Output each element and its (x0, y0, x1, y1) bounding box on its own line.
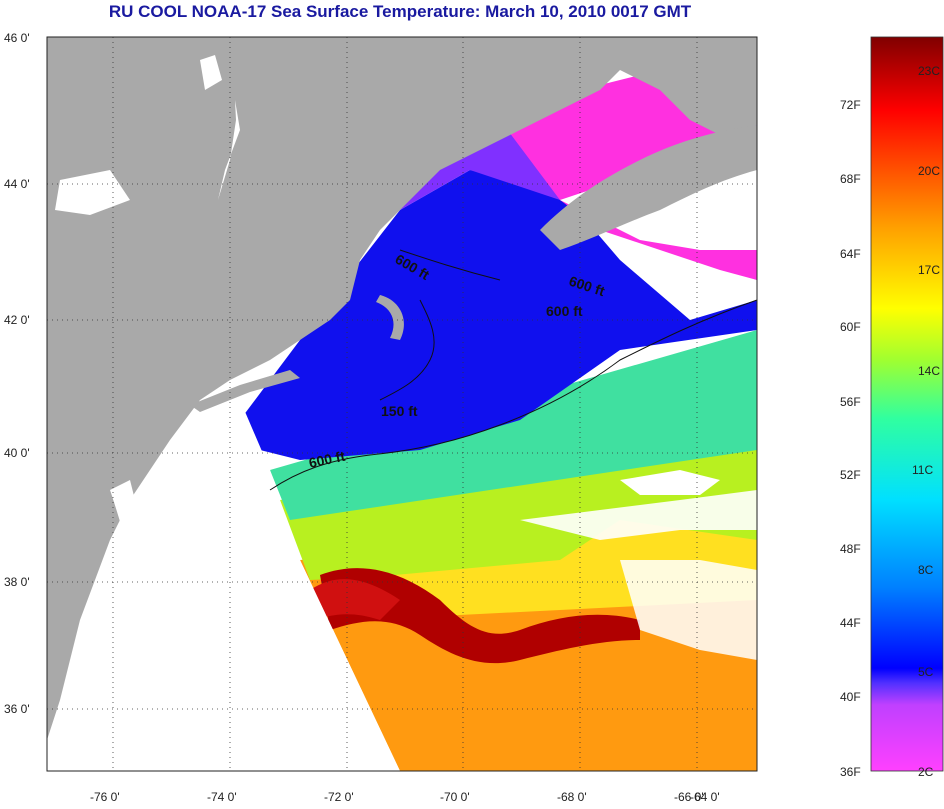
bathymetry-contours (269, 249, 758, 491)
celsius-label: 14C (918, 364, 940, 378)
contour-label: 150 ft (381, 403, 418, 419)
fahrenheit-label: 36F (840, 765, 861, 779)
gulf-of-maine-cold (240, 170, 757, 460)
lat-tick-label: 46 0' (4, 31, 30, 45)
lat-tick-label: 36 0' (4, 702, 30, 716)
land-long-island (190, 370, 300, 412)
celsius-label: 8C (918, 563, 934, 577)
lon-tick-label: -66 0' (674, 790, 704, 804)
fahrenheit-label: 72F (840, 98, 861, 112)
fahrenheit-label: 60F (840, 320, 861, 334)
colorbar (870, 36, 944, 772)
colorbar-fahrenheit-labels: 72F 68F 64F 60F 56F 52F 48F 44F 40F 36F (840, 98, 861, 779)
celsius-label: 23C (918, 64, 940, 78)
latitude-labels: 46 0' 44 0' 42 0' 40 0' 38 0' 36 0' (4, 31, 30, 716)
longitude-labels: -76 0' -74 0' -72 0' -70 0' -68 0' -66 0… (90, 790, 720, 804)
land-mainland (47, 37, 757, 740)
celsius-label: 2C (918, 765, 934, 779)
celsius-label: 17C (918, 263, 940, 277)
fahrenheit-label: 56F (840, 395, 861, 409)
lon-tick-label: -64 0' (690, 790, 720, 804)
contour-label: 600 ft (307, 448, 346, 471)
celsius-label: 11C (912, 463, 933, 477)
fahrenheit-label: 64F (840, 247, 861, 261)
colorbar-celsius-labels: 23C 20C 17C 14C 11C 8C 5C 2C (912, 64, 940, 779)
lon-tick-label: -74 0' (207, 790, 237, 804)
lat-tick-label: 40 0' (4, 446, 30, 460)
lat-tick-label: 38 0' (4, 575, 30, 589)
contour-label: 600 ft (546, 303, 583, 319)
celsius-label: 20C (918, 164, 940, 178)
celsius-label: 5C (918, 665, 934, 679)
fahrenheit-label: 68F (840, 172, 861, 186)
land-nova-scotia (540, 125, 757, 250)
fahrenheit-label: 40F (840, 690, 861, 704)
lon-tick-label: -76 0' (90, 790, 120, 804)
graticule (47, 37, 757, 771)
sst-cool-region (270, 330, 757, 520)
map-frame (46, 36, 758, 772)
fahrenheit-label: 52F (840, 468, 861, 482)
fahrenheit-label: 48F (840, 542, 861, 556)
map-title: RU COOL NOAA-17 Sea Surface Temperature:… (108, 2, 692, 21)
lon-tick-label: -70 0' (440, 790, 470, 804)
lat-tick-label: 42 0' (4, 313, 30, 327)
gulf-stream (320, 568, 640, 664)
lon-tick-label: -72 0' (324, 790, 354, 804)
fahrenheit-label: 44F (840, 616, 861, 630)
lat-tick-label: 44 0' (4, 177, 30, 191)
lon-tick-label: -68 0' (557, 790, 587, 804)
